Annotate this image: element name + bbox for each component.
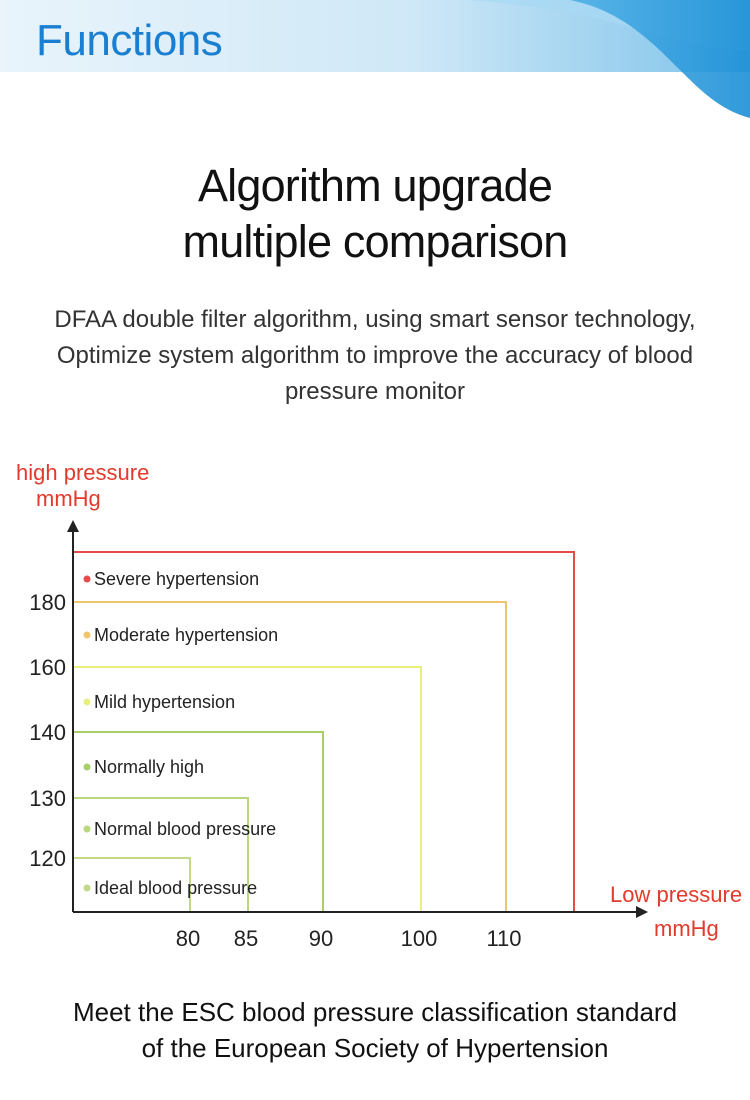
x-tick-label: 85 [234, 926, 258, 951]
y-tick-label: 160 [29, 655, 66, 680]
banner-title: Functions [36, 16, 223, 65]
y-tick-label: 180 [29, 590, 66, 615]
category-label: Normally high [94, 757, 204, 777]
y-axis-arrow-icon [67, 520, 79, 532]
description-line-1: DFAA double filter algorithm, using smar… [54, 306, 696, 333]
legend-dot [83, 575, 91, 583]
legend-dot [83, 763, 91, 771]
footer-line-1: Meet the ESC blood pressure classificati… [72, 997, 678, 1027]
headline-line-2: multiple comparison [182, 216, 569, 267]
bp-classification-chart: 120 130 140 160 180 80 85 90 100 110 Ideal blood p… [29, 520, 648, 951]
footer-line-2: of the European Society of Hypertension [141, 1033, 609, 1063]
category-label: Moderate hypertension [94, 625, 278, 645]
region-boundary-normally-high [73, 731, 324, 912]
footer-note: Meet the ESC blood pressure classificati… [0, 994, 750, 1066]
legend-dot [83, 884, 91, 892]
x-axis-unit: mmHg [654, 916, 719, 941]
banner-wave-graphic [0, 0, 750, 120]
region-boundary-normal-blood-pressure [73, 797, 249, 912]
region-boundary-mild-hypertension [73, 666, 422, 912]
category-label: Severe hypertension [94, 569, 259, 589]
x-tick-label: 80 [176, 926, 200, 951]
legend-dot [83, 825, 91, 833]
y-tick-label: 120 [29, 846, 66, 871]
category-label: Mild hypertension [94, 692, 235, 712]
header-banner: Functions [0, 0, 750, 120]
x-axis-arrow-icon [636, 906, 648, 918]
legend-dot [83, 631, 91, 639]
headline-line-1: Algorithm upgrade [197, 160, 553, 211]
x-tick-label: 100 [401, 926, 438, 951]
headline: Algorithm upgrade multiple comparison [0, 158, 750, 270]
y-axis-unit: mmHg [36, 486, 101, 511]
region-boundary-moderate-hypertension [73, 601, 507, 912]
x-axis-title: Low pressure [610, 882, 743, 907]
description-line-2: Optimize system algorithm to improve the… [56, 342, 694, 369]
description: DFAA double filter algorithm, using smar… [20, 302, 730, 410]
region-boundary-severe-hypertension [73, 551, 575, 912]
y-tick-label: 130 [29, 786, 66, 811]
y-tick-label: 140 [29, 720, 66, 745]
category-label: Ideal blood pressure [94, 878, 257, 898]
y-axis-title: high pressure [16, 460, 150, 485]
x-tick-label: 90 [309, 926, 333, 951]
description-line-3: pressure monitor [284, 378, 466, 405]
x-tick-label: 110 [486, 926, 521, 951]
region-boundary-ideal-blood-pressure [73, 857, 191, 912]
category-label: Normal blood pressure [94, 819, 276, 839]
legend-dot [83, 698, 91, 706]
